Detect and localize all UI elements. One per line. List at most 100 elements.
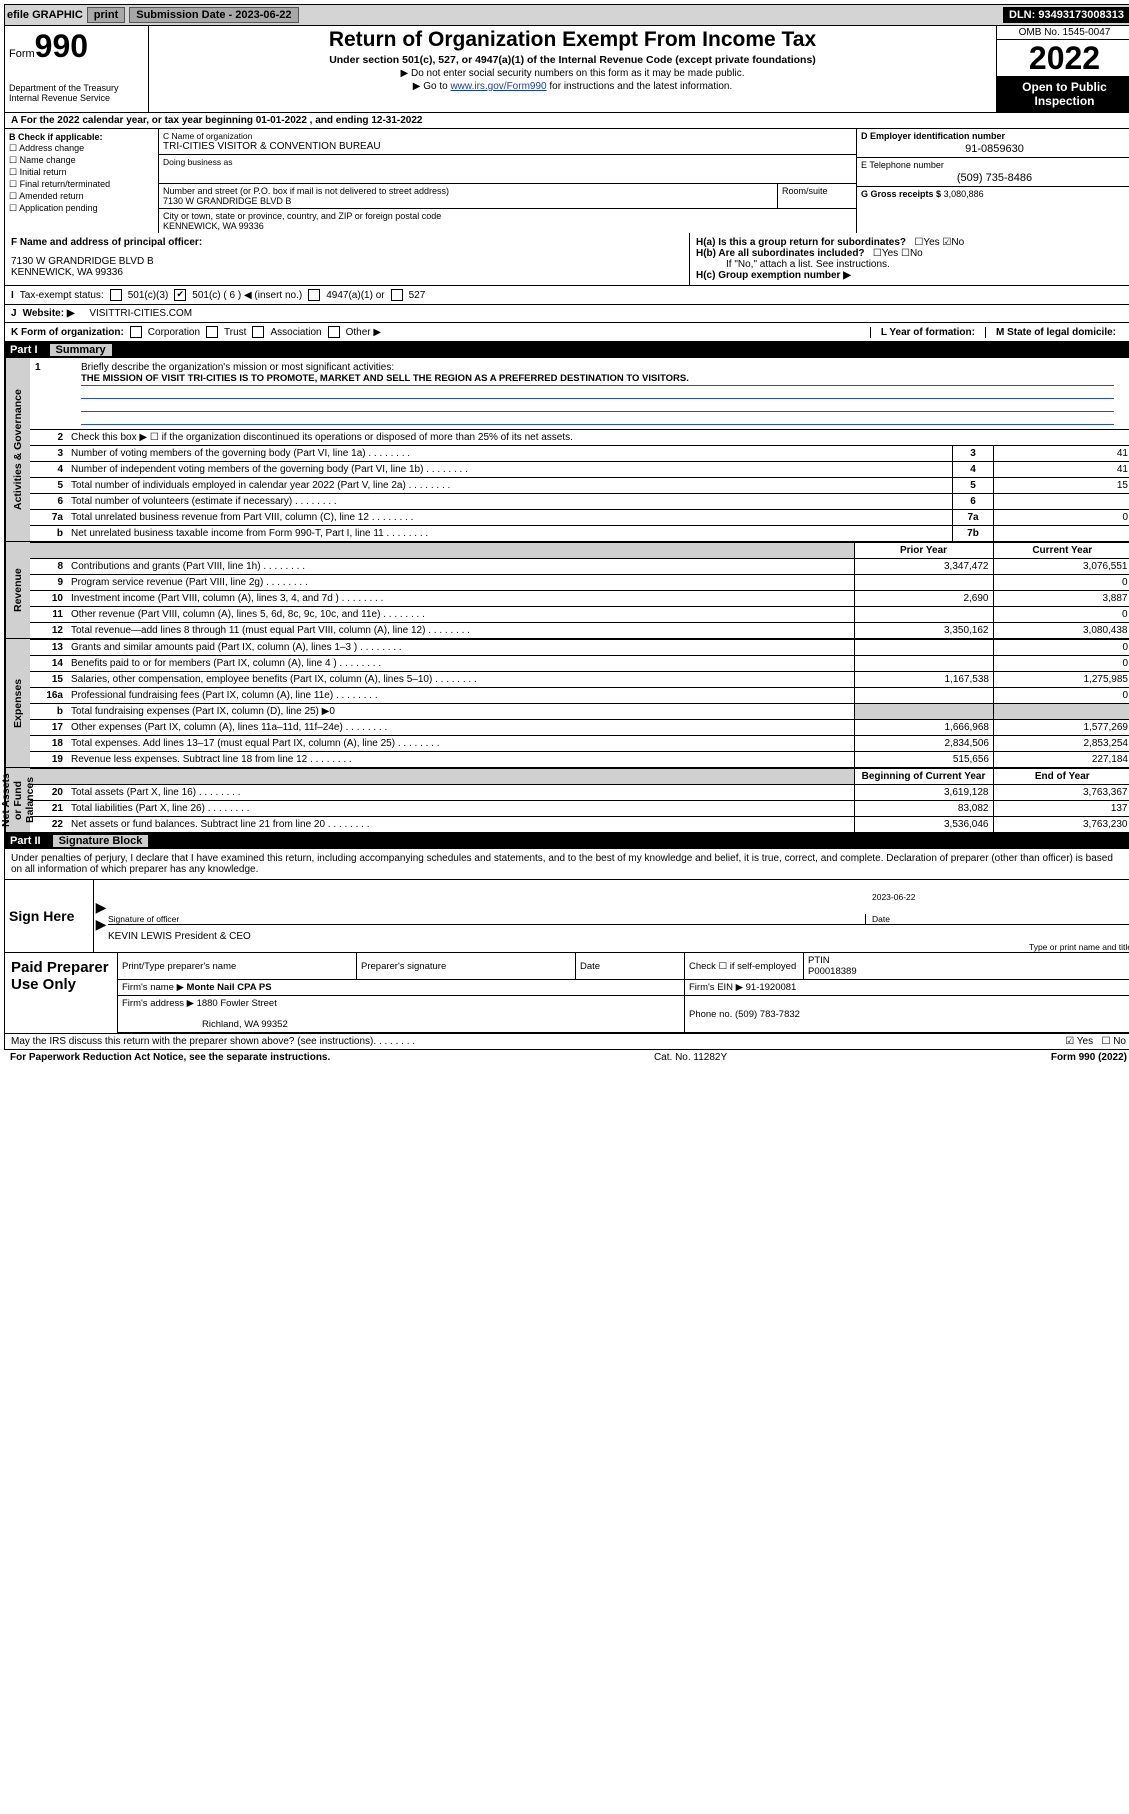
header-row: Form 990 Department of the Treasury Inte… — [4, 26, 1129, 113]
dba-box: Doing business as — [159, 155, 856, 184]
g-receipts: G Gross receipts $ 3,080,886 — [857, 187, 1129, 201]
table-row: 2Check this box ▶ ☐ if the organization … — [29, 430, 1129, 446]
footer-center: Cat. No. 11282Y — [330, 1052, 1051, 1063]
i-opt1: 501(c)(3) — [128, 290, 169, 301]
table-row: 6Total number of volunteers (estimate if… — [29, 494, 1129, 510]
sign-here-label: Sign Here — [5, 880, 94, 952]
addr-box: Number and street (or P.O. box if mail i… — [159, 184, 778, 209]
pp-name-lbl: Print/Type preparer's name — [118, 953, 357, 980]
k-corp: Corporation — [148, 327, 200, 338]
sig-intro: Under penalties of perjury, I declare th… — [4, 849, 1129, 879]
b-amended: ☐ Amended return — [9, 191, 154, 202]
subtitle: Under section 501(c), 527, or 4947(a)(1)… — [155, 54, 990, 66]
j-value: VISITTRI-CITIES.COM — [89, 308, 192, 319]
table-row: 5Total number of individuals employed in… — [29, 478, 1129, 494]
mission-line2 — [81, 386, 1114, 399]
table-row: 13Grants and similar amounts paid (Part … — [29, 640, 1129, 656]
h-a: H(a) Is this a group return for subordin… — [696, 237, 1126, 248]
chk-trust — [206, 326, 218, 338]
table-row: 18Total expenses. Add lines 13–17 (must … — [29, 736, 1129, 752]
part2-label: Part II — [10, 835, 41, 847]
dept: Department of the Treasury Internal Reve… — [9, 83, 144, 103]
form-990: Form 990 — [9, 28, 144, 65]
addr-label: Number and street (or P.O. box if mail i… — [163, 186, 773, 196]
col-c: C Name of organization TRI-CITIES VISITO… — [159, 129, 1129, 233]
submission-date: Submission Date - 2023-06-22 — [129, 7, 298, 23]
part1-name: Summary — [50, 344, 112, 356]
pp-ptin: PTINP00018389 — [804, 953, 1129, 980]
i-opt4: 527 — [409, 290, 426, 301]
sign-arrows: ▶▶ — [94, 880, 108, 952]
sign-lines: 2023-06-22 Signature of officer Date KEV… — [108, 880, 1129, 952]
chk-501c3 — [110, 289, 122, 301]
header-center: Return of Organization Exempt From Incom… — [149, 26, 996, 112]
block-f: F Name and address of principal officer:… — [4, 233, 1129, 286]
pp-sig-lbl: Preparer's signature — [357, 953, 576, 980]
c-name-box: C Name of organization TRI-CITIES VISITO… — [159, 129, 856, 155]
row-a: A For the 2022 calendar year, or tax yea… — [4, 113, 1129, 129]
pp-firm-addr: Firm's address ▶ 1880 Fowler StreetRichl… — [118, 996, 685, 1033]
na-cy-head: End of Year — [993, 769, 1129, 785]
part1-label: Part I — [10, 344, 38, 356]
k-assoc: Association — [270, 327, 321, 338]
i-opt3: 4947(a)(1) or — [326, 290, 384, 301]
revenue-table: Prior YearCurrent Year 8Contributions an… — [29, 542, 1129, 638]
pp-self-emp: Check ☐ if self-employed — [685, 953, 804, 980]
j-lead: Website: ▶ — [23, 308, 75, 319]
act-gov-section: Activities & Governance 1 Briefly descri… — [4, 358, 1129, 542]
footer: For Paperwork Reduction Act Notice, see … — [4, 1050, 1129, 1065]
efile-label: efile GRAPHIC — [7, 9, 83, 21]
table-row: 7aTotal unrelated business revenue from … — [29, 510, 1129, 526]
table-row: 8Contributions and grants (Part VIII, li… — [29, 559, 1129, 575]
e-label: E Telephone number — [861, 160, 944, 170]
year: 2022 — [997, 40, 1129, 76]
k-other: Other ▶ — [346, 327, 381, 338]
g-value: 3,080,886 — [944, 189, 984, 199]
omb: OMB No. 1545-0047 — [997, 26, 1129, 40]
sign-name-label: Type or print name and title — [1029, 942, 1129, 952]
b-initial-return: ☐ Initial return — [9, 167, 154, 178]
city-value: KENNEWICK, WA 99336 — [163, 221, 852, 231]
mission-num: 1 — [35, 362, 41, 373]
addr-value: 7130 W GRANDRIDGE BLVD B — [163, 196, 773, 206]
netassets-section: Net Assets or Fund Balances Beginning of… — [4, 768, 1129, 833]
mission-line4 — [81, 412, 1114, 425]
chk-4947 — [308, 289, 320, 301]
pp-firm-name: Firm's name ▶ Monte Nail CPA PS — [118, 980, 685, 996]
form990-link[interactable]: www.irs.gov/Form990 — [450, 81, 546, 92]
h-c: H(c) Group exemption number ▶ — [696, 270, 1126, 281]
form-number: 990 — [35, 28, 88, 65]
sign-date-label: Date — [865, 914, 1129, 924]
title: Return of Organization Exempt From Incom… — [155, 28, 990, 52]
table-row: bNet unrelated business taxable income f… — [29, 526, 1129, 542]
col-b: B Check if applicable: ☐ Address change … — [5, 129, 159, 233]
b-address-change: ☐ Address change — [9, 143, 154, 154]
chk-527 — [391, 289, 403, 301]
f-label: F Name and address of principal officer: — [11, 237, 202, 248]
table-row: 12Total revenue—add lines 8 through 11 (… — [29, 623, 1129, 639]
dln: DLN: 93493173008313 — [1003, 7, 1129, 23]
f-addr1: 7130 W GRANDRIDGE BLVD B — [11, 256, 683, 267]
form-word: Form — [9, 48, 35, 60]
print-button[interactable]: print — [87, 7, 125, 23]
part2-bar: Part II Signature Block — [4, 833, 1129, 849]
py-head: Prior Year — [854, 543, 993, 559]
table-row: 14Benefits paid to or for members (Part … — [29, 656, 1129, 672]
b-lead: B Check if applicable: — [9, 132, 154, 142]
paid-grid: Print/Type preparer's name Preparer's si… — [118, 953, 1129, 1033]
sign-sig-label: Signature of officer — [108, 914, 179, 924]
arrow1: ▶ Do not enter social security numbers o… — [155, 68, 990, 79]
na-py-head: Beginning of Current Year — [854, 769, 993, 785]
table-row: 15Salaries, other compensation, employee… — [29, 672, 1129, 688]
k-lead: K Form of organization: — [11, 327, 124, 338]
open-to-public: Open to Public Inspection — [997, 76, 1129, 112]
mission-line3 — [81, 399, 1114, 412]
chk-corp — [130, 326, 142, 338]
arrow2: ▶ Go to www.irs.gov/Form990 for instruct… — [155, 81, 990, 92]
top-bar: efile GRAPHIC print Submission Date - 20… — [4, 4, 1129, 26]
part2-name: Signature Block — [53, 835, 149, 847]
pp-date-lbl: Date — [576, 953, 685, 980]
b-final-return: ☐ Final return/terminated — [9, 179, 154, 190]
discuss-answer: ☑ Yes ☐ No — [1065, 1036, 1126, 1047]
arrow2-post: for instructions and the latest informat… — [547, 81, 733, 92]
